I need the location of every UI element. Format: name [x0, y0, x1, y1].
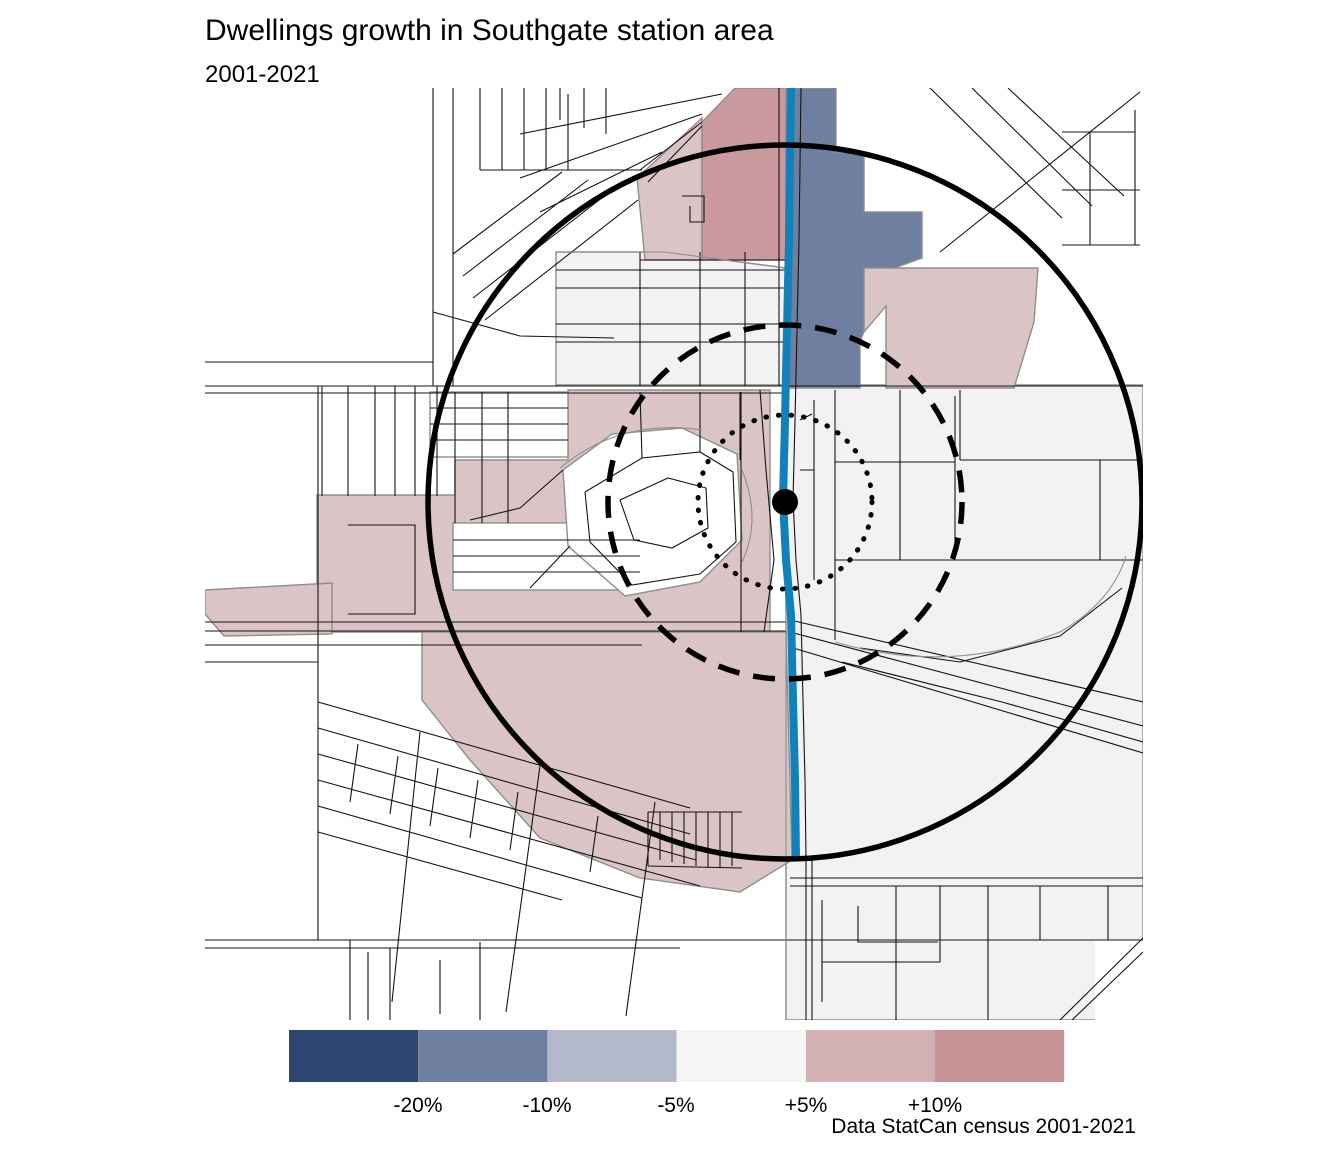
ring-inner-dotted [695, 412, 875, 592]
ring-middle-dashed [605, 322, 965, 682]
legend-swatch-4 [805, 1030, 935, 1082]
streets-top-left [205, 88, 723, 940]
streets-south-east [789, 619, 1143, 1020]
polygon-growth-south [421, 631, 793, 893]
streets-arterials [205, 88, 1143, 1020]
polygon-growth-west-protrusion [205, 582, 333, 637]
boundary-lines [556, 251, 1127, 1020]
legend-swatch-0 [289, 1030, 419, 1082]
legend-swatch-2 [547, 1030, 677, 1082]
ring-outer-solid [425, 142, 1143, 862]
streets-south-west [205, 661, 743, 1020]
polygon-white-corner-se [1095, 940, 1143, 1020]
legend: -20% -10% -5% +5% +10% [289, 1030, 1065, 1117]
polygon-stable-east [785, 384, 1143, 1020]
legend-swatch-1 [418, 1030, 548, 1082]
data-source-caption: Data StatCan census 2001-2021 [831, 1115, 1136, 1138]
legend-swatch-3 [676, 1030, 806, 1082]
legend-label-2: -5% [657, 1094, 694, 1117]
polygon-stable-topcenter [555, 251, 787, 386]
polygon-white-horseshoe [562, 427, 743, 597]
buffer-rings [425, 142, 1143, 862]
page-title: Dwellings growth in Southgate station ar… [205, 14, 774, 47]
map-canvas [205, 88, 1143, 1020]
polygon-growth-north-light [636, 116, 703, 261]
choropleth-layer [205, 88, 1143, 1020]
streets-top-right [556, 88, 1141, 386]
page-subtitle: 2001-2021 [205, 61, 320, 88]
streets-west-middle [348, 391, 741, 615]
polygon-growth-north-dark [701, 88, 787, 261]
station-marker [772, 489, 798, 515]
street-network [205, 88, 1143, 1020]
legend-label-3: +5% [785, 1094, 828, 1117]
legend-label-0: -20% [393, 1094, 442, 1117]
legend-label-1: -10% [522, 1094, 571, 1117]
legend-label-4: +10% [908, 1094, 962, 1117]
lrt-line [778, 88, 800, 859]
legend-swatch-5 [935, 1030, 1065, 1082]
polygon-growth-northeast [863, 267, 1039, 389]
